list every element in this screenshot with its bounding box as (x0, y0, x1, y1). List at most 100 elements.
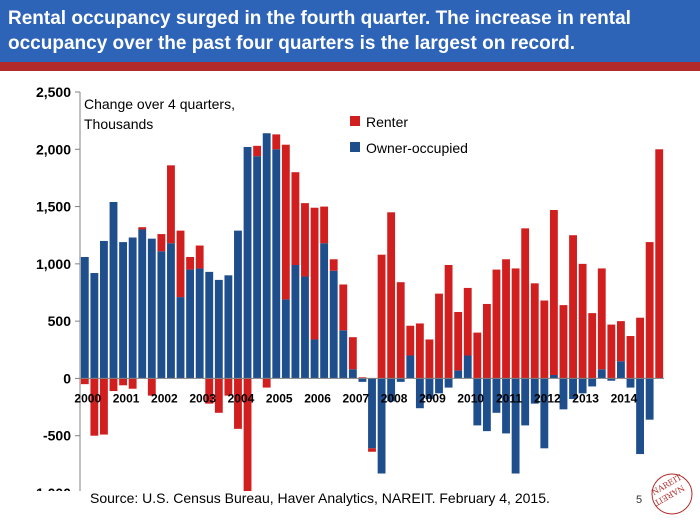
owner-occupied-bar (463, 355, 472, 379)
legend-swatch-owner-occupied (350, 142, 360, 152)
renter-bar (339, 284, 348, 331)
renter-bar (109, 378, 118, 392)
page-number: 5 (636, 494, 643, 506)
owner-occupied-bar (234, 230, 242, 379)
owner-occupied-bar (492, 378, 501, 413)
renter-bar (655, 149, 664, 379)
y-tick-label: 2,000 (36, 141, 71, 157)
legend-swatch-renter (350, 116, 360, 126)
owner-occupied-bar (645, 378, 654, 420)
owner-occupied-bar (396, 378, 405, 382)
renter-bar (147, 378, 156, 396)
renter-bar (406, 325, 415, 356)
owner-occupied-bar (138, 229, 147, 379)
owner-occupied-bar (616, 361, 625, 379)
owner-occupied-bar (511, 378, 520, 474)
nareit-seal-logo: NAREIT NAREIT (650, 472, 693, 515)
title-band (0, 0, 700, 62)
renter-bar (301, 203, 309, 277)
renter-bar (454, 311, 463, 371)
owner-occupied-bar (301, 276, 309, 379)
stacked-bar-chart: -1,000 -500 0 500 1,000 1,500 2,000 2,500 2000 20… (31, 84, 664, 491)
renter-bar (492, 269, 501, 379)
renter-bar (502, 259, 510, 379)
renter-bar (616, 321, 625, 362)
renter-bar (377, 254, 386, 379)
x-tick-label: 2005 (266, 391, 293, 405)
x-tick-label: 2008 (381, 391, 408, 405)
renter-bar (167, 165, 175, 244)
renter-bar (396, 282, 405, 379)
x-tick-label: 2010 (457, 391, 484, 405)
renter-bar (157, 234, 166, 252)
owner-occupied-bar (214, 279, 223, 379)
owner-occupied-bar (502, 378, 510, 434)
renter-bar (205, 378, 214, 404)
owner-occupied-bar (454, 370, 463, 379)
renter-bar (435, 293, 443, 379)
owner-occupied-bar (626, 378, 635, 388)
renter-bar (444, 265, 453, 379)
owner-occupied-bar (597, 369, 606, 379)
renter-bar (607, 324, 616, 379)
renter-bar (559, 305, 568, 379)
owner-occupied-bar (415, 378, 424, 409)
owner-occupied-bar (272, 149, 281, 379)
renter-bar (482, 303, 491, 379)
renter-bar (291, 172, 300, 266)
y-tick-label: 2,500 (36, 84, 71, 100)
owner-occupied-bar (119, 242, 128, 379)
slide-title: Rental occupancy surged in the fourth qu… (8, 8, 631, 54)
renter-bar (636, 317, 644, 379)
x-tick-label: 2009 (419, 391, 446, 405)
renter-bar (588, 313, 597, 379)
owner-occupied-bar (157, 251, 166, 379)
x-tick-label: 2000 (74, 391, 101, 405)
x-tick-label: 2007 (343, 391, 370, 405)
renter-bar (186, 256, 195, 270)
x-tick-label: 2003 (189, 391, 216, 405)
renter-bar (128, 378, 137, 389)
y-tick-label: 500 (48, 313, 72, 329)
renter-bar (243, 378, 252, 491)
renter-bar (281, 144, 290, 300)
renter-bar (540, 300, 549, 379)
renter-bar (119, 378, 128, 386)
renter-bar (100, 378, 108, 435)
owner-occupied-bar (80, 256, 89, 379)
owner-occupied-bar (569, 378, 577, 400)
renter-bar (195, 245, 204, 269)
renter-bar (262, 378, 271, 388)
renter-bar (176, 230, 185, 298)
owner-occupied-bar (578, 378, 587, 394)
x-tick-label: 2006 (304, 391, 331, 405)
x-tick-label: 2012 (534, 391, 561, 405)
owner-occupied-bar (435, 378, 443, 394)
renter-bar (253, 145, 262, 157)
owner-occupied-bar (530, 378, 539, 404)
x-tick-label: 2011 (496, 391, 522, 405)
x-tick-label: 2001 (113, 391, 140, 405)
renter-bar (272, 134, 281, 150)
title-stripe (0, 62, 700, 71)
renter-bar (425, 339, 434, 379)
owner-occupied-bar (482, 378, 491, 432)
renter-bar (521, 228, 530, 379)
renter-bar (645, 242, 654, 379)
owner-occupied-bar (262, 133, 271, 379)
owner-occupied-bar (100, 240, 108, 379)
source-note: Source: U.S. Census Bureau, Haver Analyt… (90, 490, 550, 506)
legend-label-renter: Renter (366, 114, 408, 130)
renter-bar (348, 337, 357, 370)
owner-occupied-bar (358, 378, 367, 382)
chart-annotation: Change over 4 quarters, (84, 96, 235, 112)
owner-occupied-bar (339, 330, 348, 379)
owner-occupied-bar (167, 243, 175, 379)
owner-occupied-bar (329, 270, 338, 379)
owner-occupied-bar (588, 378, 597, 387)
owner-occupied-bar (243, 146, 252, 379)
owner-occupied-bar (444, 378, 453, 388)
renter-bar (511, 268, 520, 379)
renter-bar (329, 259, 338, 271)
renter-bar (80, 378, 89, 385)
